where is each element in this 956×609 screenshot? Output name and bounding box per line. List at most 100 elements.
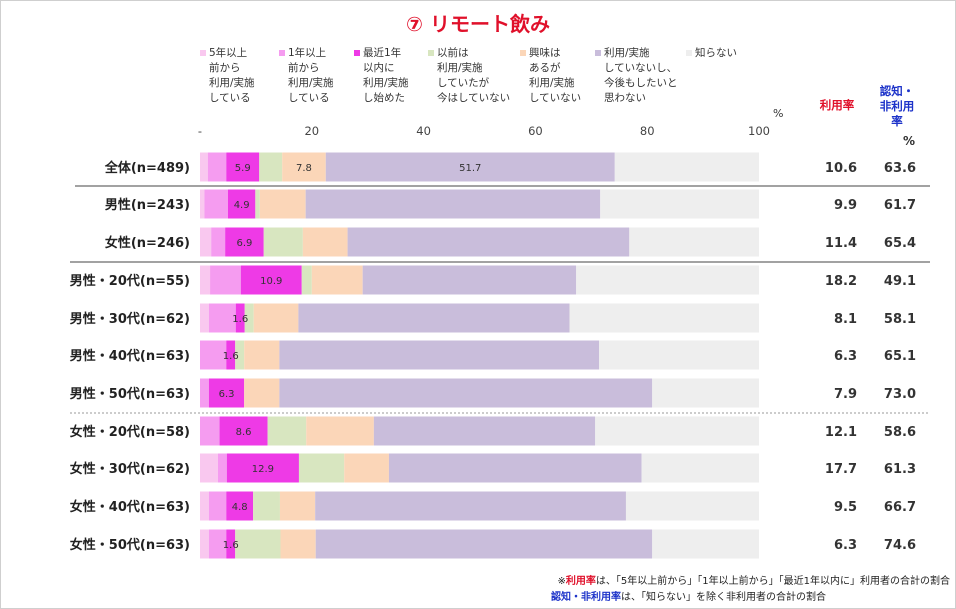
bar-segment <box>298 303 570 333</box>
bar-segment <box>200 303 209 333</box>
legend-item: 知らない <box>686 46 737 61</box>
bar-segment <box>200 152 208 182</box>
usage-rate-value: 12.1 <box>825 425 857 440</box>
legend-label: 以前は 利用/実施 していたが 今はしていない <box>437 47 511 104</box>
usage-rate-value: 8.1 <box>834 312 857 327</box>
legend-label: 1年以上 前から 利用/実施 している <box>288 47 334 104</box>
aware-rate-value: 61.7 <box>884 198 916 213</box>
bar-segment <box>625 491 759 521</box>
bar-segment <box>263 227 303 257</box>
bar-segment <box>595 416 759 446</box>
category-label: 女性・50代(n=63) <box>70 537 190 553</box>
usage-rate-value: 7.9 <box>834 387 857 402</box>
aware-rate-value: 65.4 <box>884 236 916 251</box>
bar-segment <box>208 529 227 559</box>
data-label: 51.7 <box>459 163 481 174</box>
footnote-aware-text: は、「知らない」を除く非利用者の合計の割合 <box>621 592 826 603</box>
legend-item: 興味は あるが 利用/実施 していない <box>520 46 582 106</box>
bar-segment <box>226 340 236 370</box>
bar-segment <box>306 416 374 446</box>
category-label: 男性・30代(n=62) <box>70 311 190 327</box>
bar-segment <box>301 265 312 295</box>
bar-segment <box>244 378 280 408</box>
x-tick-label: - <box>198 124 202 138</box>
legend-swatch <box>428 50 434 56</box>
legend-label: 最近1年 以内に 利用/実施 し始めた <box>363 47 409 104</box>
footnote-aware: 認知・非利用率は、「知らない」を除く非利用者の合計の割合 <box>551 588 826 603</box>
bar-segment <box>315 529 653 559</box>
aware-rate-value: 58.6 <box>884 425 916 440</box>
bar-segment <box>600 189 759 219</box>
footnote-mark: ※ <box>557 576 566 587</box>
footnote-usage-text: は、「5年以上前から」「1年以上前から」「最近1年以内に」利用者の合計の割合 <box>595 576 950 587</box>
bar-segment <box>227 189 256 219</box>
legend-swatch <box>354 50 360 56</box>
axis-unit-label: % <box>773 107 784 120</box>
bar-segment <box>211 227 226 257</box>
x-tick-label: 40 <box>416 124 431 138</box>
bar-segment <box>204 189 228 219</box>
bar-segment <box>200 529 209 559</box>
bar-segment <box>652 529 759 559</box>
bar-segment <box>200 340 227 370</box>
legend-swatch <box>200 50 206 56</box>
bar-segment <box>200 378 209 408</box>
bar-segment <box>311 265 363 295</box>
bar-segment <box>200 491 209 521</box>
data-label: 1.6 <box>223 540 239 551</box>
bar-segment <box>208 491 227 521</box>
legend-swatch <box>686 50 692 56</box>
usage-rate-value: 6.3 <box>834 349 857 364</box>
bar-segment <box>259 152 283 182</box>
bar-segment <box>629 227 759 257</box>
data-label: 10.9 <box>260 276 282 287</box>
x-tick-label: 100 <box>748 124 770 138</box>
category-label: 男性・50代(n=63) <box>70 386 190 402</box>
bar-segment <box>217 453 227 483</box>
category-label: 女性・40代(n=63) <box>70 499 190 515</box>
bar-segment <box>207 152 227 182</box>
aware-rate-value: 66.7 <box>884 500 916 515</box>
legend-item: 最近1年 以内に 利用/実施 し始めた <box>354 46 409 106</box>
bar-segment <box>279 491 316 521</box>
bar-segment <box>282 152 326 182</box>
bar-segment <box>253 491 280 521</box>
footnote-usage-term: 利用率 <box>565 576 596 587</box>
aware-rate-value: 63.6 <box>884 161 916 176</box>
bar-segment <box>576 265 759 295</box>
bar-segment <box>569 303 759 333</box>
bar-segment <box>652 378 759 408</box>
x-tick-label: 80 <box>640 124 655 138</box>
x-tick-label: 20 <box>304 124 319 138</box>
legend-swatch <box>520 50 526 56</box>
bar-segment <box>219 416 268 446</box>
legend-label: 興味は あるが 利用/実施 していない <box>529 47 582 104</box>
bar-segment <box>244 303 254 333</box>
x-tick-label: 60 <box>528 124 543 138</box>
bar-segment <box>226 491 254 521</box>
bar-segment <box>347 227 630 257</box>
usage-rate-value: 18.2 <box>825 274 857 289</box>
bar-segment <box>235 529 281 559</box>
bar-segment <box>200 189 205 219</box>
aware-rate-value: 58.1 <box>884 312 916 327</box>
category-label: 女性・30代(n=62) <box>70 461 190 477</box>
usage-rate-value: 17.7 <box>825 462 857 477</box>
data-label: 5.9 <box>235 163 251 174</box>
bar-segment <box>208 303 236 333</box>
category-label: 全体(n=489) <box>104 160 190 176</box>
bar-segment <box>200 416 220 446</box>
bar-segment <box>641 453 759 483</box>
aware-rate-header: 認知・ 非利用 率 <box>879 84 915 128</box>
bar-segment <box>200 453 218 483</box>
aware-rate-value: 61.3 <box>884 462 916 477</box>
bar-segment <box>225 227 264 257</box>
category-label: 女性(n=246) <box>105 235 190 251</box>
legend-item: 以前は 利用/実施 していたが 今はしていない <box>428 46 511 106</box>
bar-segment <box>344 453 389 483</box>
usage-rate-value: 9.5 <box>834 500 857 515</box>
bar-segment <box>305 189 601 219</box>
bar-segment <box>226 152 260 182</box>
legend-swatch <box>595 50 601 56</box>
